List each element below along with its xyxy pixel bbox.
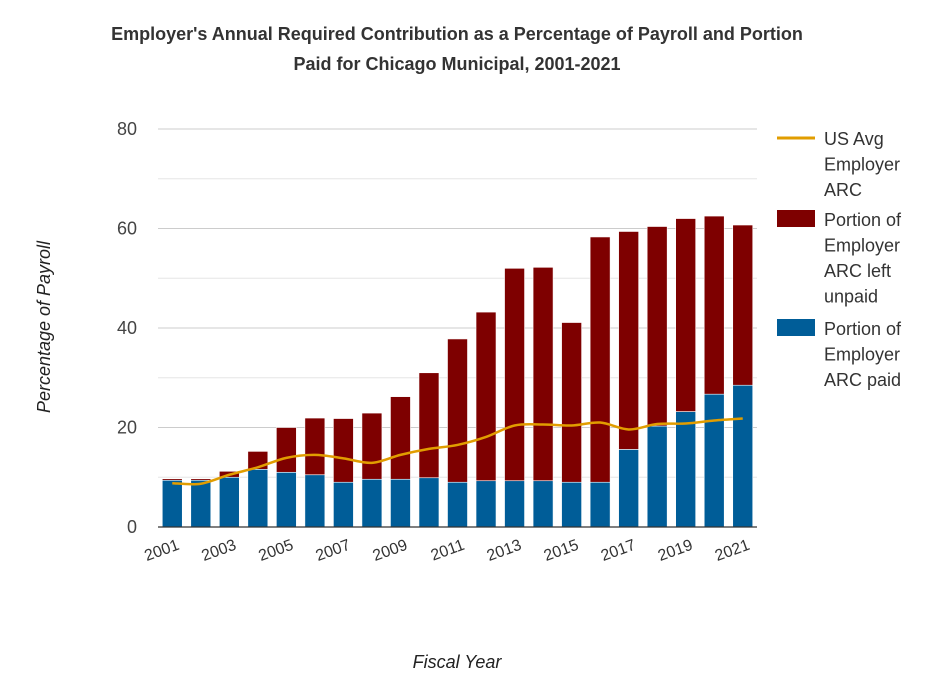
bar-paid: [618, 449, 639, 528]
x-tick-label: 2001: [142, 537, 181, 565]
x-tick-label: 2015: [542, 537, 581, 565]
legend-label-paid: ARC paid: [824, 370, 901, 390]
bar-paid: [361, 478, 383, 528]
x-axis-label: Fiscal Year: [413, 652, 503, 672]
bar-paid: [304, 474, 326, 528]
y-axis-label: Percentage of Payroll: [34, 240, 54, 413]
us-avg-employer-arc-line: [172, 417, 743, 486]
legend: US Avg Employer ARC Portion of Employer ARC l…: [777, 129, 902, 390]
bar-paid: [219, 476, 240, 528]
bar-paid: [675, 411, 696, 528]
legend-swatch-unpaid: [777, 210, 815, 227]
bar-paid: [732, 384, 754, 528]
y-axis-ticks: 0 20 40 60 80: [117, 119, 137, 537]
bar-unpaid: [361, 412, 383, 480]
bar-unpaid: [418, 372, 440, 479]
bar-unpaid: [447, 338, 468, 483]
bar-unpaid: [589, 236, 611, 483]
bar-unpaid: [390, 396, 411, 480]
y-tick-label: 40: [117, 318, 137, 338]
chart-title-line-1: Employer's Annual Required Contribution …: [111, 24, 803, 44]
legend-label-unpaid: Portion of: [824, 210, 902, 230]
bar-unpaid: [618, 231, 639, 450]
bar-paid: [589, 481, 611, 528]
legend-label-us-avg: US Avg: [824, 129, 884, 149]
bar-paid: [703, 393, 725, 528]
legend-label-unpaid: Employer: [824, 236, 900, 256]
x-tick-label: 2007: [314, 537, 353, 565]
legend-swatch-paid: [777, 319, 815, 336]
bar-unpaid: [276, 427, 297, 473]
bar-paid: [390, 478, 411, 528]
bar-paid: [561, 481, 582, 528]
y-tick-label: 20: [117, 418, 137, 438]
bar-paid: [646, 425, 668, 528]
bar-unpaid: [646, 226, 668, 427]
bar-paid: [190, 479, 212, 528]
bar-unpaid: [532, 267, 554, 482]
legend-label-paid: Employer: [824, 345, 900, 365]
bar-unpaid: [732, 224, 754, 386]
bar-paid: [504, 480, 525, 528]
bar-unpaid: [190, 478, 212, 481]
bar-paid: [333, 481, 354, 528]
legend-label-unpaid: unpaid: [824, 287, 878, 307]
bar-paid: [276, 471, 297, 528]
bar-unpaid: [475, 311, 497, 482]
bar-unpaid: [333, 418, 354, 483]
y-tick-label: 60: [117, 219, 137, 239]
x-tick-label: 2021: [713, 537, 752, 565]
bar-unpaid: [304, 417, 326, 476]
bar-paid: [475, 480, 497, 528]
bar-unpaid: [504, 267, 525, 482]
x-tick-label: 2005: [256, 537, 295, 565]
legend-label-unpaid: ARC left: [824, 261, 891, 281]
x-tick-label: 2013: [485, 537, 524, 565]
x-axis-ticks: 2001 2003 2005 2007 2009 2011 2013 2015 2017 2019…: [142, 537, 752, 565]
bar-paid: [247, 468, 269, 528]
legend-label-us-avg: ARC: [824, 180, 862, 200]
legend-label-paid: Portion of: [824, 319, 902, 339]
bar-paid: [532, 480, 554, 528]
bar-paid: [447, 481, 468, 528]
bars: [161, 215, 754, 528]
x-tick-label: 2009: [371, 537, 410, 565]
chart-title-line-2: Paid for Chicago Municipal, 2001-2021: [293, 54, 620, 74]
bar-paid: [161, 479, 183, 528]
bar-unpaid: [161, 478, 183, 481]
bar-unpaid: [561, 322, 582, 483]
bar-unpaid: [675, 218, 696, 412]
x-tick-label: 2011: [429, 537, 467, 565]
bar-unpaid: [703, 215, 725, 395]
x-tick-label: 2017: [599, 537, 638, 565]
x-tick-label: 2003: [199, 537, 238, 565]
y-tick-label: 0: [127, 517, 137, 537]
legend-label-us-avg: Employer: [824, 155, 900, 175]
us-avg-line-layer: [172, 417, 743, 486]
bar-paid: [418, 477, 440, 528]
x-tick-label: 2019: [656, 537, 695, 565]
y-tick-label: 80: [117, 119, 137, 139]
